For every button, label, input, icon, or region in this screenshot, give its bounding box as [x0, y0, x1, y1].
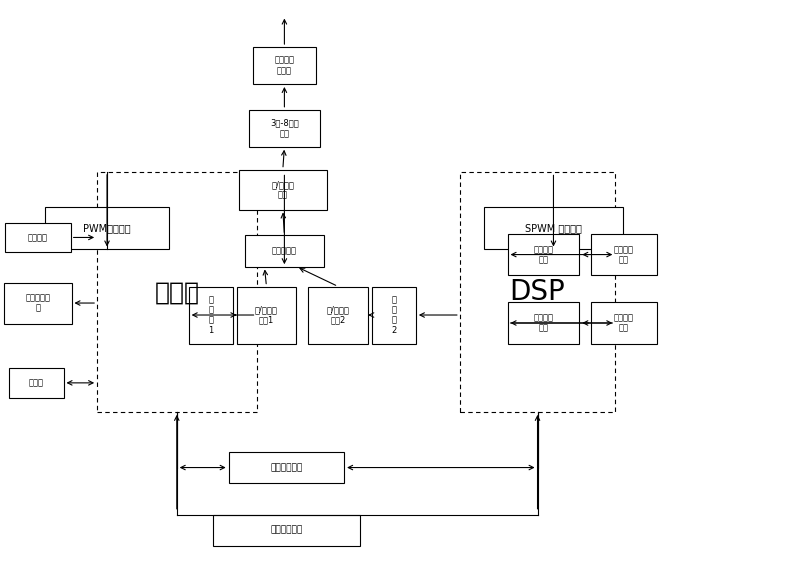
Text: DSP: DSP [510, 278, 566, 306]
Bar [6, 223, 70, 252]
Bar [484, 207, 623, 249]
Bar [239, 170, 326, 210]
Bar [229, 452, 344, 483]
Text: 辅助电源模块: 辅助电源模块 [270, 526, 302, 535]
Bar [253, 47, 316, 84]
Text: 上位机: 上位机 [29, 378, 44, 387]
Bar [245, 235, 324, 266]
Text: 寄
存
器
1: 寄 存 器 1 [208, 295, 214, 335]
Text: 电压采样
模块: 电压采样 模块 [534, 313, 554, 333]
Bar [46, 207, 169, 249]
Bar [591, 303, 657, 344]
Bar [237, 286, 296, 344]
Text: 数据选择器: 数据选择器 [272, 246, 297, 256]
Text: 电流互感
器组: 电流互感 器组 [614, 245, 634, 264]
Bar [372, 286, 416, 344]
Text: 电流采样
模块: 电流采样 模块 [534, 245, 554, 264]
Bar [189, 286, 233, 344]
Text: 单片机: 单片机 [154, 280, 199, 304]
Text: 电压互感
器组: 电压互感 器组 [614, 313, 634, 333]
Text: 键盘模块: 键盘模块 [28, 233, 48, 242]
Text: 锁
存
器
2: 锁 存 器 2 [391, 295, 397, 335]
Bar [591, 234, 657, 275]
Text: 串口通讯模块: 串口通讯模块 [270, 463, 302, 472]
Bar [4, 282, 71, 324]
Text: PWM驱动电路: PWM驱动电路 [83, 223, 131, 233]
Text: SPWM 驱动电路: SPWM 驱动电路 [525, 223, 582, 233]
Text: 液晶显示模
块: 液晶显示模 块 [25, 293, 50, 313]
Bar [508, 234, 579, 275]
Bar [249, 110, 320, 147]
Text: 数/模转换
芯片: 数/模转换 芯片 [271, 180, 294, 199]
Text: 断路器驱
动电路: 断路器驱 动电路 [274, 56, 294, 75]
Bar [460, 172, 615, 412]
Text: 数/模转换
芯片2: 数/模转换 芯片2 [326, 305, 350, 325]
Bar [308, 286, 368, 344]
Bar [508, 303, 579, 344]
Bar [10, 368, 63, 398]
Text: 3线-8线译
码器: 3线-8线译 码器 [270, 119, 298, 138]
Bar [213, 515, 360, 546]
Text: 数/模转换
芯片1: 数/模转换 芯片1 [255, 305, 278, 325]
Bar [97, 172, 257, 412]
